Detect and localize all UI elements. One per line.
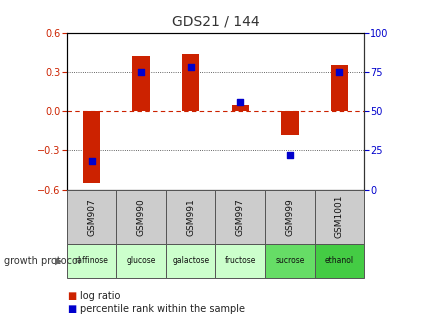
- Text: growth protocol: growth protocol: [4, 256, 81, 266]
- Text: GSM907: GSM907: [87, 198, 96, 235]
- Bar: [181, 54, 199, 111]
- Text: GSM990: GSM990: [136, 198, 145, 235]
- Text: sucrose: sucrose: [274, 256, 304, 265]
- Point: [187, 65, 194, 70]
- Text: glucose: glucose: [126, 256, 156, 265]
- Text: raffinose: raffinose: [74, 256, 108, 265]
- Point: [138, 69, 144, 75]
- Text: GSM991: GSM991: [186, 198, 195, 235]
- Bar: [231, 105, 249, 111]
- Point: [236, 99, 243, 104]
- Bar: [330, 65, 347, 111]
- Text: percentile rank within the sample: percentile rank within the sample: [80, 304, 244, 314]
- Text: ■: ■: [67, 291, 76, 301]
- Text: ethanol: ethanol: [324, 256, 353, 265]
- Text: GSM999: GSM999: [285, 198, 294, 235]
- Bar: [280, 111, 298, 135]
- Point: [88, 159, 95, 164]
- Text: log ratio: log ratio: [80, 291, 120, 301]
- Text: GDS21 / 144: GDS21 / 144: [171, 15, 259, 29]
- Point: [286, 152, 292, 158]
- Text: GSM1001: GSM1001: [334, 195, 343, 238]
- Text: fructose: fructose: [224, 256, 255, 265]
- Text: ▶: ▶: [55, 256, 62, 266]
- Bar: [83, 111, 100, 183]
- Point: [335, 69, 342, 75]
- Bar: [132, 56, 150, 111]
- Text: galactose: galactose: [172, 256, 209, 265]
- Text: GSM997: GSM997: [235, 198, 244, 235]
- Text: ■: ■: [67, 304, 76, 314]
